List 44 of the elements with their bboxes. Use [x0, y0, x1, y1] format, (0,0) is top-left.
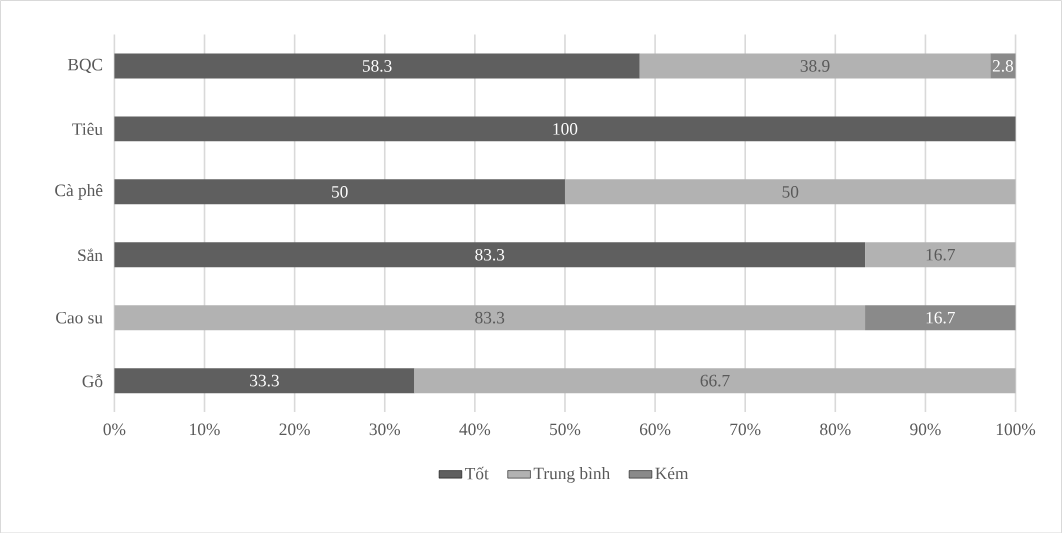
data-label: 83.3 [475, 311, 505, 324]
x-tick-label: 100% [996, 423, 1036, 435]
data-label: 50 [782, 185, 799, 198]
data-label: 33.3 [250, 374, 279, 387]
bar [564, 179, 1016, 205]
bar [114, 179, 565, 205]
y-tick-label: Cà phê [55, 183, 103, 200]
y-tick-label: Sắn [78, 248, 103, 261]
data-label: 50 [332, 185, 348, 198]
data-label: 66.7 [700, 374, 730, 387]
x-tick-label: 0% [103, 423, 126, 435]
data-label: 58.3 [362, 59, 392, 72]
legend-label: Tốt [465, 466, 489, 480]
data-label: 100 [553, 122, 578, 135]
x-tick-label: 40% [459, 423, 491, 435]
x-tick-label: 90% [910, 423, 941, 435]
bar [865, 304, 1016, 330]
x-tick-label: 30% [369, 423, 401, 435]
data-label: 16.7 [926, 311, 955, 324]
x-tick-label: 70% [730, 423, 761, 435]
bar [114, 242, 866, 268]
bar [639, 53, 991, 79]
x-tick-label: 20% [279, 423, 310, 435]
bar [114, 116, 1016, 142]
x-tick-label: 10% [190, 423, 220, 435]
x-tick-label: 80% [820, 423, 851, 435]
bar [114, 53, 640, 79]
bar [865, 242, 1016, 268]
legend-label: Kém [655, 466, 689, 480]
legend-label: Trung bình [533, 466, 610, 483]
bar [414, 367, 1016, 393]
bar [114, 304, 866, 330]
bar [990, 53, 1016, 79]
y-tick-label: Cao su [56, 311, 103, 324]
y-tick-label: BQC [67, 58, 103, 73]
x-tick-label: 60% [639, 423, 671, 435]
x-tick-label: 50% [550, 423, 581, 435]
data-label: 83.3 [475, 248, 505, 261]
data-label: 2.8 [992, 59, 1014, 72]
data-label: 38.9 [800, 59, 830, 72]
bar [114, 367, 415, 393]
y-tick-label: Gỗ [82, 373, 103, 387]
y-tick-label: Tiêu [72, 122, 103, 135]
data-label: 16.7 [926, 248, 955, 261]
